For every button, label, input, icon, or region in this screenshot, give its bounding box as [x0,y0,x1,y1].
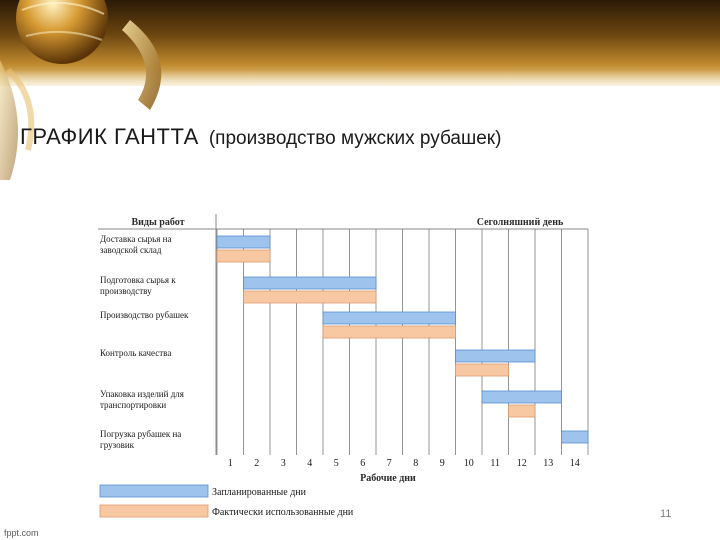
task-label-6: Погрузка рубашек на грузовик [100,429,181,450]
legend-swatch-actual [99,504,209,518]
day-tick-10: 10 [464,458,474,469]
slide-title-main: ГРАФИК ГАНТТА [20,124,199,149]
header-left-label: Виды работ [131,217,184,228]
task-label-5: Упаковка изделий для транспортировки [100,389,184,410]
header-decor-fade [0,70,720,94]
task-label-2: Подготовка сырья к производству [100,275,176,296]
day-tick-1: 1 [228,458,233,469]
day-tick-6: 6 [360,458,365,469]
day-tick-8: 8 [413,458,418,469]
day-tick-4: 4 [307,458,312,469]
day-tick-11: 11 [490,458,500,469]
planned-bar-6 [561,430,589,444]
actual-bar-5 [508,404,536,418]
day-tick-5: 5 [334,458,339,469]
legend-label-actual: Фактически использованные дни [212,507,354,518]
actual-bar-3 [322,325,456,339]
slide-subtitle: (производство мужских рубашек) [208,128,502,149]
planned-bar-1 [216,235,271,249]
header-right-label: Сеголняшний день [477,217,564,228]
day-tick-12: 12 [517,458,527,469]
slide-title: ГРАФИК ГАНТТА (производство мужских рубаш… [20,124,501,150]
actual-bar-2 [243,290,377,304]
day-tick-14: 14 [570,458,580,469]
globe-decor-icon [0,0,162,180]
day-tick-7: 7 [387,458,392,469]
task-label-1: Доставка сырья на заводской склад [100,234,171,255]
day-tick-13: 13 [543,458,553,469]
task-label-3: Производство рубашек [100,310,189,320]
legend-swatch-planned [99,484,209,498]
planned-bar-2 [243,276,377,290]
planned-bar-3 [322,311,456,325]
gantt-legend: Запланированные дни Фактически использова… [99,484,354,518]
x-axis-label: Рабочие дни [360,473,416,484]
task-label-4: Контроль качества [100,348,171,358]
legend-label-planned: Запланированные дни [212,487,307,498]
day-tick-3: 3 [281,458,286,469]
slide-number: 11 [660,508,672,520]
day-tick-2: 2 [254,458,259,469]
gantt-grid [216,229,589,455]
planned-bar-5 [481,390,562,404]
day-axis: 1 2 3 4 5 6 7 8 9 10 11 12 13 14 [228,458,580,469]
footer-brand: fppt.com [4,528,39,538]
day-tick-9: 9 [440,458,445,469]
planned-bar-4 [455,349,536,363]
actual-bar-4 [455,363,509,377]
actual-bar-1 [216,249,271,263]
gantt-tasks: Доставка сырья на заводской склад Подготов… [100,234,589,450]
